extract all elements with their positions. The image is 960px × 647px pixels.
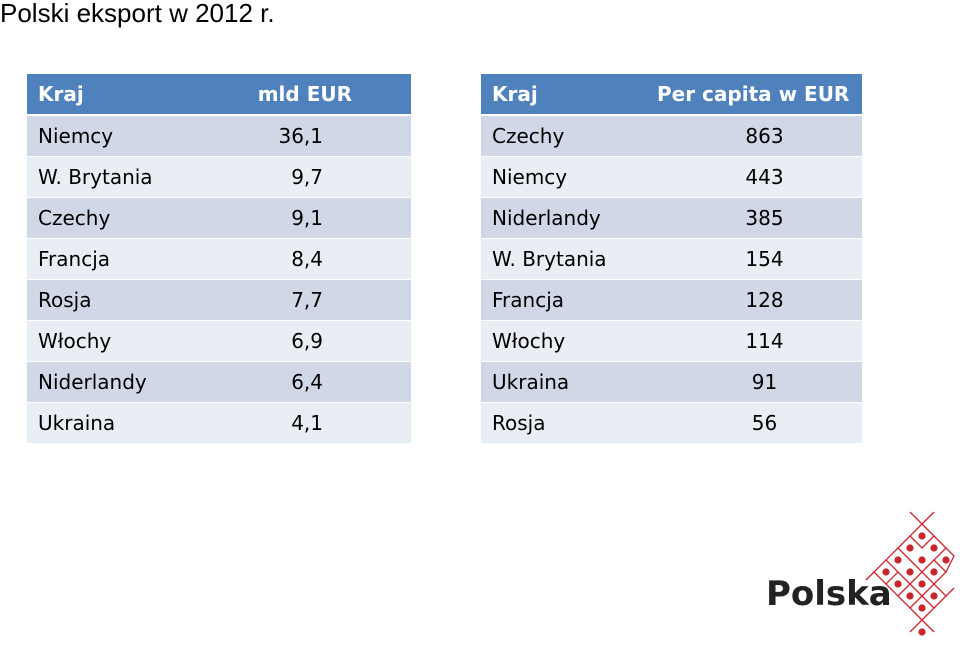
column-header-country: Kraj	[27, 74, 203, 116]
column-header-value: mld EUR	[203, 74, 411, 116]
table-row: Niemcy 36,1	[27, 115, 411, 157]
value-cell: 4,1	[203, 402, 411, 444]
table-header-row: Kraj mld EUR	[27, 74, 411, 116]
table-row: Francja 8,4	[27, 238, 411, 280]
logo-text: Polska	[766, 574, 892, 614]
polska-mosaic-icon	[865, 511, 955, 636]
value-cell: 128	[657, 279, 862, 321]
value-cell: 7,7	[203, 279, 411, 321]
country-cell: Francja	[27, 238, 203, 280]
value-cell: 114	[657, 320, 862, 362]
value-cell: 9,1	[203, 197, 411, 239]
table-row: Włochy 114	[481, 320, 862, 362]
table-row: Rosja 7,7	[27, 279, 411, 321]
page-title: Polski eksport w 2012 r.	[0, 0, 275, 28]
country-cell: Rosja	[481, 402, 657, 444]
polska-logo: Polska	[764, 508, 960, 643]
country-cell: Niderlandy	[481, 197, 657, 239]
country-cell: W. Brytania	[481, 238, 657, 280]
value-cell: 56	[657, 402, 862, 444]
value-cell: 385	[657, 197, 862, 239]
country-cell: W. Brytania	[27, 156, 203, 198]
country-cell: Ukraina	[481, 361, 657, 403]
country-cell: Czechy	[27, 197, 203, 239]
table-row: Czechy 863	[481, 115, 862, 157]
country-cell: Francja	[481, 279, 657, 321]
value-cell: 91	[657, 361, 862, 403]
column-header-country: Kraj	[481, 74, 657, 116]
country-cell: Włochy	[27, 320, 203, 362]
table-row: Niderlandy 385	[481, 197, 862, 239]
country-cell: Ukraina	[27, 402, 203, 444]
table-row: Francja 128	[481, 279, 862, 321]
value-cell: 36,1	[203, 115, 411, 157]
value-cell: 6,4	[203, 361, 411, 403]
table-row: W. Brytania 9,7	[27, 156, 411, 198]
country-cell: Niemcy	[481, 156, 657, 198]
value-cell: 443	[657, 156, 862, 198]
table-row: Ukraina 91	[481, 361, 862, 403]
table-row: W. Brytania 154	[481, 238, 862, 280]
table-header-row: Kraj Per capita w EUR	[481, 74, 862, 116]
export-per-capita-table: Kraj Per capita w EUR Czechy 863 Niemcy 44…	[481, 74, 862, 444]
table-row: Niderlandy 6,4	[27, 361, 411, 403]
country-cell: Rosja	[27, 279, 203, 321]
country-cell: Niderlandy	[27, 361, 203, 403]
country-cell: Włochy	[481, 320, 657, 362]
value-cell: 154	[657, 238, 862, 280]
country-cell: Czechy	[481, 115, 657, 157]
column-header-value: Per capita w EUR	[657, 74, 862, 116]
value-cell: 8,4	[203, 238, 411, 280]
value-cell: 863	[657, 115, 862, 157]
table-row: Niemcy 443	[481, 156, 862, 198]
export-total-table: Kraj mld EUR Niemcy 36,1 W. Brytania 9,7 C…	[27, 74, 411, 444]
table-row: Ukraina 4,1	[27, 402, 411, 444]
table-row: Rosja 56	[481, 402, 862, 444]
value-cell: 6,9	[203, 320, 411, 362]
table-row: Czechy 9,1	[27, 197, 411, 239]
value-cell: 9,7	[203, 156, 411, 198]
table-row: Włochy 6,9	[27, 320, 411, 362]
country-cell: Niemcy	[27, 115, 203, 157]
